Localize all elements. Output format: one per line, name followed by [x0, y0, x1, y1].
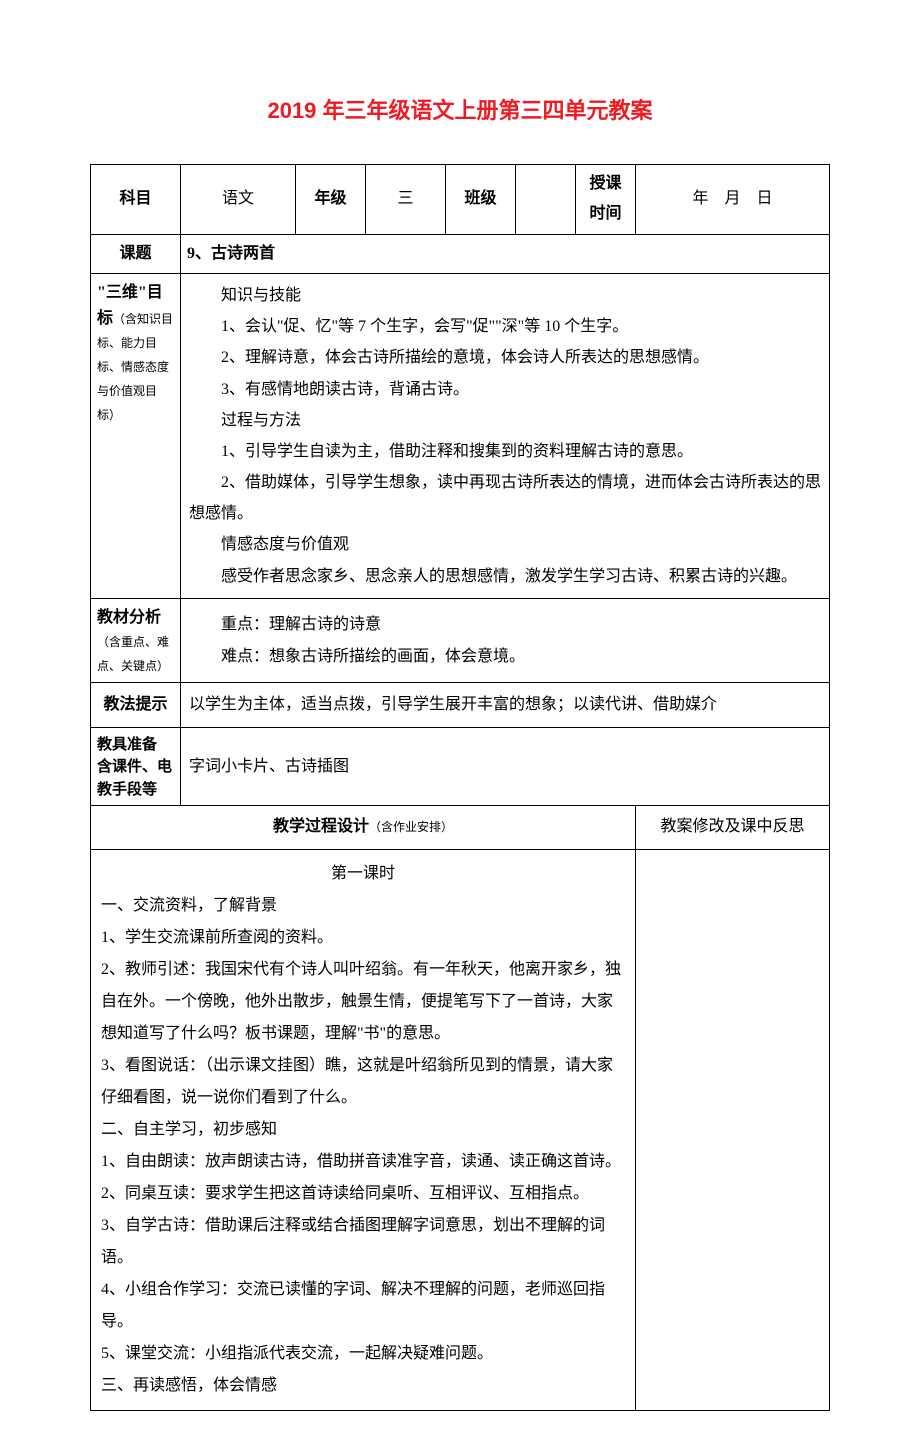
process-line: 一、交流资料，了解背景 [101, 890, 625, 922]
process-line: 三、再读感悟，体会情感 [101, 1370, 625, 1402]
tools-row: 教具准备 含课件、电教手段等 字词小卡片、古诗插图 [91, 727, 830, 806]
process-line: 4、小组合作学习：交流已读懂的字词、解决不理解的问题，老师巡回指导。 [101, 1274, 625, 1338]
material-label: 教材分析 （含重点、难点、关键点） [91, 598, 181, 683]
subject-label: 科目 [91, 164, 181, 234]
process-header: 教学过程设计（含作业安排） [91, 806, 636, 849]
process-label-note: （含作业安排） [369, 820, 453, 834]
process-line: 5、课堂交流：小组指派代表交流，一起解决疑难问题。 [101, 1338, 625, 1370]
notes-column [636, 849, 830, 1410]
class-value [516, 164, 576, 234]
method-content: 以学生为主体，适当点拨，引导学生展开丰富的想象；以读代讲、借助媒介 [181, 683, 830, 727]
subject-value: 语文 [181, 164, 296, 234]
process-line: 1、自由朗读：放声朗读古诗，借助拼音读准字音，读通、读正确这首诗。 [101, 1146, 625, 1178]
method-row: 教法提示 以学生为主体，适当点拨，引导学生展开丰富的想象；以读代讲、借助媒介 [91, 683, 830, 727]
grade-label: 年级 [296, 164, 366, 234]
topic-row: 课题 9、古诗两首 [91, 234, 830, 273]
header-row: 科目 语文 年级 三 班级 授课时间 年 月 日 [91, 164, 830, 234]
class-label: 班级 [446, 164, 516, 234]
lesson-title: 第一课时 [101, 858, 625, 890]
process-body-row: 第一课时一、交流资料，了解背景1、学生交流课前所查阅的资料。2、教师引述：我国宋… [91, 849, 830, 1410]
topic-value: 9、古诗两首 [181, 234, 830, 273]
process-line: 1、学生交流课前所查阅的资料。 [101, 922, 625, 954]
goals-row: "三维"目标（含知识目标、能力目标、情感态度与价值观目标） 知识与技能 1、会认… [91, 273, 830, 598]
process-line: 3、自学古诗：借助课后注释或结合插图理解字词意思，划出不理解的词语。 [101, 1210, 625, 1274]
topic-label: 课题 [91, 234, 181, 273]
time-value: 年 月 日 [636, 164, 830, 234]
method-label: 教法提示 [91, 683, 181, 727]
material-label-main: 教材分析 [97, 609, 161, 626]
lesson-plan-table: 科目 语文 年级 三 班级 授课时间 年 月 日 课题 9、古诗两首 "三维"目… [90, 164, 830, 1411]
process-line: 2、同桌互读：要求学生把这首诗读给同桌听、互相评议、互相指点。 [101, 1178, 625, 1210]
process-line: 二、自主学习，初步感知 [101, 1114, 625, 1146]
material-content: 重点：理解古诗的诗意 难点：想象古诗所描绘的画面，体会意境。 [181, 598, 830, 683]
tools-content: 字词小卡片、古诗插图 [181, 727, 830, 806]
grade-value: 三 [366, 164, 446, 234]
goals-label: "三维"目标（含知识目标、能力目标、情感态度与价值观目标） [91, 273, 181, 598]
time-label: 授课时间 [576, 164, 636, 234]
page-title: 2019 年三年级语文上册第三四单元教案 [90, 90, 830, 132]
tools-label: 教具准备 含课件、电教手段等 [91, 727, 181, 806]
process-header-row: 教学过程设计（含作业安排） 教案修改及课中反思 [91, 806, 830, 849]
notes-label: 教案修改及课中反思 [636, 806, 830, 849]
goals-content: 知识与技能 1、会认"促、忆"等 7 个生字，会写"促""深"等 10 个生字。… [181, 273, 830, 598]
process-line: 2、教师引述：我国宋代有个诗人叫叶绍翁。有一年秋天，他离开家乡，独自在外。一个傍… [101, 954, 625, 1050]
process-label-main: 教学过程设计 [273, 818, 369, 835]
goals-label-note: （含知识目标、能力目标、情感态度与价值观目标） [97, 312, 173, 423]
process-content: 第一课时一、交流资料，了解背景1、学生交流课前所查阅的资料。2、教师引述：我国宋… [91, 849, 636, 1410]
material-label-note: （含重点、难点、关键点） [97, 635, 169, 673]
process-line: 3、看图说话：（出示课文挂图）瞧，这就是叶绍翁所见到的情景，请大家仔细看图，说一… [101, 1050, 625, 1114]
material-row: 教材分析 （含重点、难点、关键点） 重点：理解古诗的诗意 难点：想象古诗所描绘的画… [91, 598, 830, 683]
